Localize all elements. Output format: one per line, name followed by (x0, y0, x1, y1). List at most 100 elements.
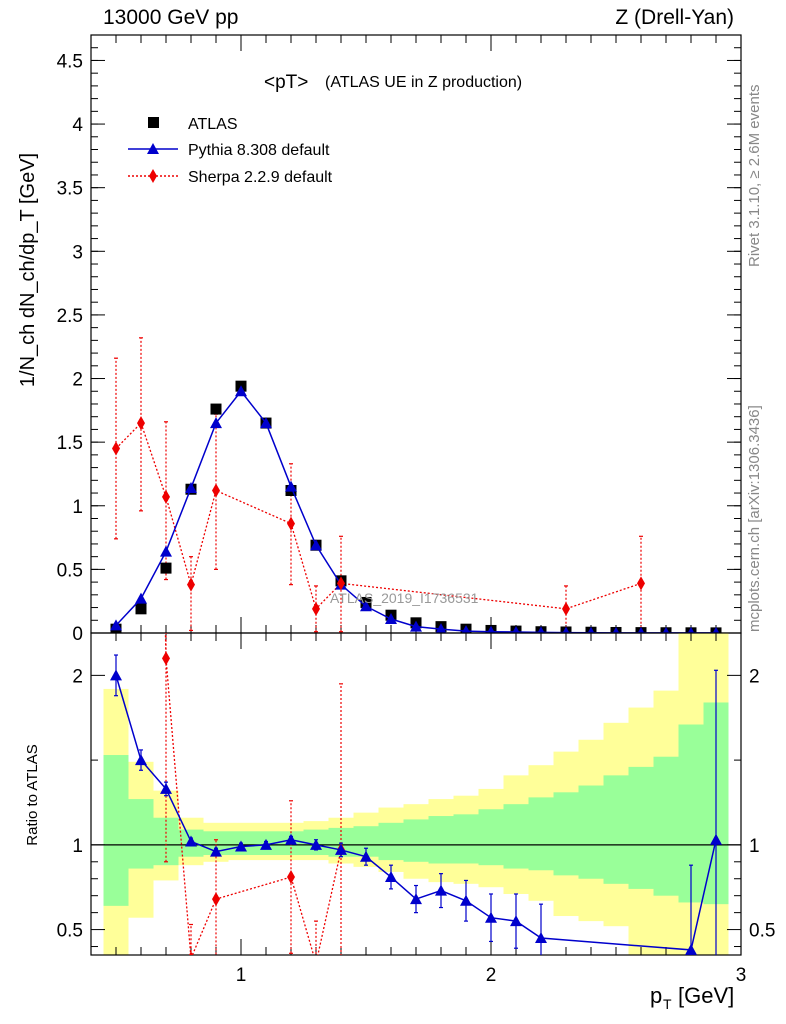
pythia-point (562, 626, 570, 633)
pythia-point (285, 480, 297, 492)
sherpa-ratio-point (287, 870, 295, 885)
ratio-band-inner (453, 814, 479, 864)
pythia-ratio-point (160, 782, 172, 794)
main-panel: 0 0.5 1 1.5 2 2.5 3 3.5 4 4.5 (57, 34, 742, 645)
ratio-y-axis-label: Ratio to ATLAS (24, 744, 41, 845)
sherpa-point (162, 489, 170, 504)
watermark: ATLAS_2019_I1736531 (330, 590, 479, 606)
x-axis-label: p (650, 983, 662, 1008)
pythia-ratio-point (260, 838, 272, 850)
sherpa-ratio-point (162, 651, 170, 666)
pythia-point (260, 417, 272, 429)
pythia-point (687, 626, 695, 633)
pythia-point (512, 625, 520, 633)
ratio-band-inner (603, 775, 629, 884)
x-axis-label-subscript: T (663, 996, 672, 1012)
pythia-point (160, 545, 172, 557)
pythia-point (385, 613, 397, 625)
main-y-tick-label: 2 (72, 370, 83, 391)
ratio-band-inner (428, 816, 454, 864)
ratio-y-tick-label-right: 1 (749, 836, 760, 857)
sherpa-point (637, 576, 645, 591)
main-title: <pT> (264, 72, 308, 93)
ratio-y-tick-label: 0.5 (57, 921, 83, 942)
atlas-point (160, 562, 172, 574)
ratio-y-tick-label-right: 0.5 (749, 921, 775, 942)
pythia-ratio-point (335, 843, 347, 855)
ratio-y-tick-label: 2 (72, 666, 83, 687)
ratio-band-inner (478, 809, 504, 866)
main-y-tick-label: 0 (72, 624, 83, 645)
legend: ATLAS Pythia 8.308 default Sherpa 2.2.9 … (128, 116, 333, 186)
sherpa-point (112, 441, 120, 456)
main-y-tick-label: 3.5 (57, 179, 83, 200)
sherpa-line (115, 421, 642, 611)
main-y-tick-label: 4 (72, 115, 83, 136)
pythia-ratio-point (135, 754, 147, 766)
main-y-tick-label: 3 (72, 242, 83, 263)
sherpa-point (137, 416, 145, 431)
pythia-ratio-point (310, 838, 322, 850)
header-right-label: Z (Drell-Yan) (615, 6, 734, 29)
ratio-band-inner (103, 755, 129, 906)
pythia-ratio-point (710, 833, 722, 845)
ratio-data (110, 633, 722, 970)
ratio-x-tick-label: 2 (486, 965, 497, 986)
main-y-axis-label: 1/N_ch dN_ch/dp_T [GeV] (17, 153, 39, 387)
sherpa-point (562, 601, 570, 616)
pythia-point (435, 623, 447, 633)
pythia-point (612, 626, 620, 633)
header-left-label: 13000 GeV pp (103, 6, 239, 29)
main-y-tick-label: 0.5 (57, 560, 83, 581)
ratio-bands (103, 633, 729, 955)
pythia-point (461, 625, 471, 633)
sherpa-ratio-point (312, 956, 320, 970)
pythia-point (712, 626, 720, 633)
ratio-band-inner (653, 756, 679, 896)
legend-sherpa-label: Sherpa 2.2.9 default (188, 169, 333, 186)
ratio-band-inner (578, 785, 604, 879)
ratio-x-tick-label: 1 (236, 965, 247, 986)
sherpa-point (187, 577, 195, 592)
sherpa-ratio-point (212, 892, 220, 907)
mcplots-label: mcplots.cern.ch [arXiv:1306.3436] (746, 405, 763, 632)
ratio-panel: 1 2 3 0.5 0.5 1 1 2 2 (57, 632, 775, 986)
main-y-tick-label: 2.5 (57, 306, 83, 327)
legend-sherpa-marker (149, 169, 157, 183)
pythia-point (360, 600, 372, 612)
atlas-point (210, 403, 222, 415)
pythia-ratio-point (285, 833, 297, 845)
sherpa-point (287, 516, 295, 531)
ratio-x-tick-label: 3 (736, 965, 747, 986)
pythia-ratio-point (110, 669, 122, 681)
main-y-tick-label: 4.5 (57, 51, 83, 72)
sherpa-ratio-line (164, 633, 342, 955)
legend-atlas-marker (148, 117, 159, 128)
sherpa-ratio-point (188, 951, 194, 955)
pythia-ratio-point (410, 893, 422, 905)
x-axis-label-unit: [GeV] (678, 983, 734, 1008)
legend-pythia-marker (147, 143, 159, 154)
pythia-ratio-point (535, 932, 547, 944)
sherpa-point (337, 576, 345, 591)
pythia-ratio-point (385, 871, 397, 883)
main-y-tick-label: 1 (72, 497, 83, 518)
rivet-label: Rivet 3.1.10, ≥ 2.6M events (746, 84, 763, 268)
ratio-band-inner (528, 797, 554, 871)
ratio-y-tick-label: 1 (72, 836, 83, 857)
pythia-point (310, 539, 322, 551)
main-data (110, 337, 722, 633)
pythia-ratio-point (235, 840, 247, 852)
pythia-ratio-point (460, 894, 472, 906)
pythia-point (587, 626, 595, 633)
pythia-ratio-point (185, 835, 197, 847)
sherpa-point (312, 601, 320, 616)
legend-atlas-label: ATLAS (188, 116, 238, 133)
ratio-band-inner (403, 819, 429, 862)
ratio-y-tick-label-right: 2 (749, 666, 760, 687)
pythia-point (487, 625, 495, 633)
pythia-ratio-point (485, 911, 497, 923)
pythia-ratio-point (685, 943, 697, 955)
main-y-tick-label: 1.5 (57, 433, 83, 454)
